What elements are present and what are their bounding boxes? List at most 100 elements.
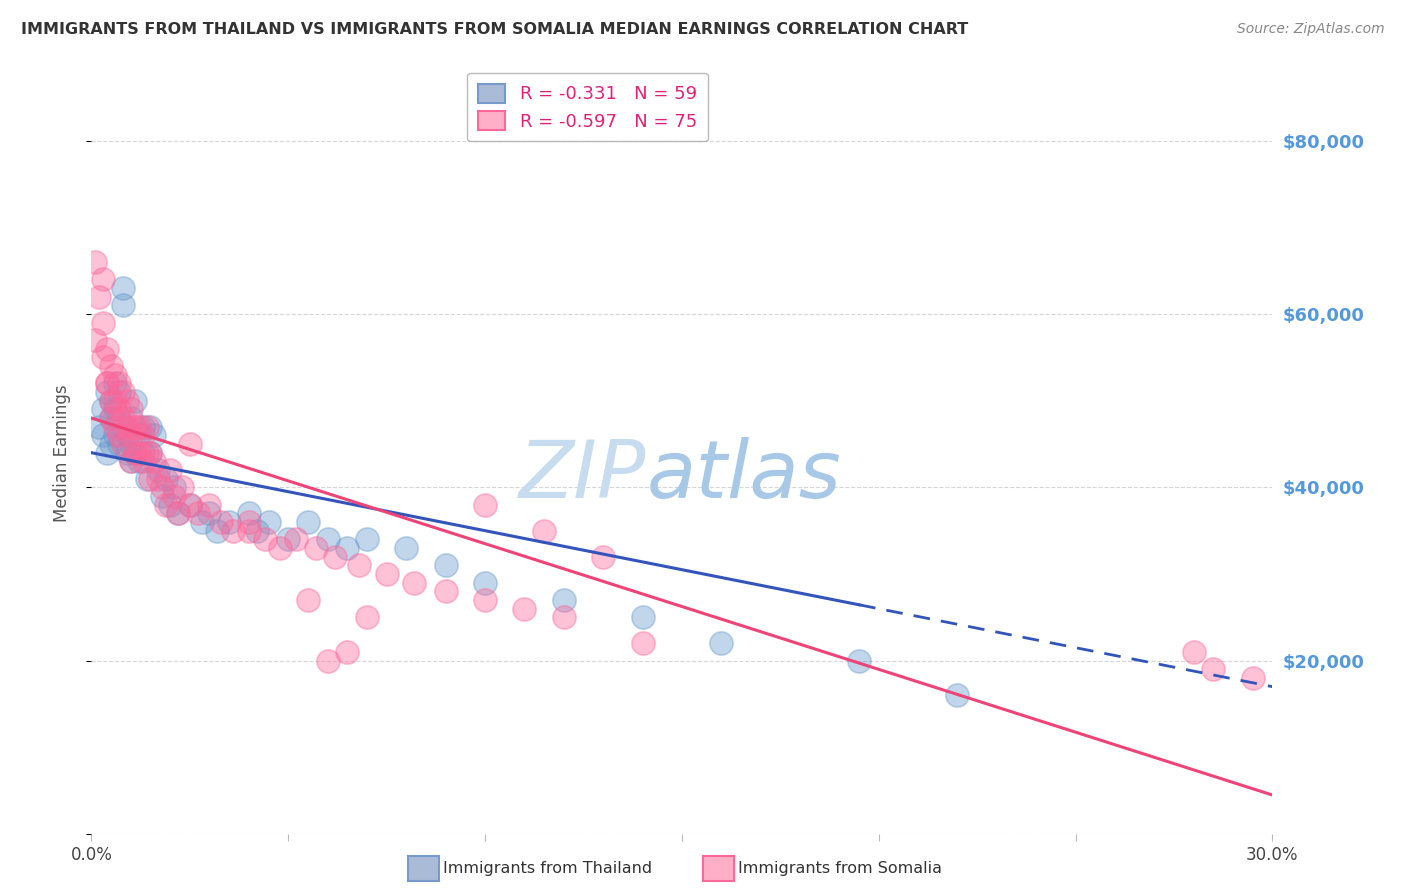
Point <box>91 351 114 365</box>
Point <box>120 454 142 468</box>
Point <box>108 376 131 391</box>
Point <box>148 472 170 486</box>
Point <box>124 445 146 460</box>
Point <box>395 541 418 555</box>
Point <box>179 437 201 451</box>
Point <box>148 463 170 477</box>
Point <box>128 445 150 460</box>
Point <box>434 558 457 573</box>
Point <box>104 393 127 408</box>
Point <box>89 419 111 434</box>
Point <box>513 601 536 615</box>
Point <box>404 575 426 590</box>
Point <box>946 689 969 703</box>
Point <box>209 515 232 529</box>
Point <box>111 411 134 425</box>
Point <box>131 454 153 468</box>
Point <box>434 584 457 599</box>
Point <box>100 411 122 425</box>
Point <box>159 463 181 477</box>
Point <box>84 255 107 269</box>
Text: atlas: atlas <box>647 436 841 515</box>
Point <box>143 428 166 442</box>
Point <box>336 645 359 659</box>
Point <box>474 593 496 607</box>
Point <box>120 402 142 417</box>
Point <box>474 498 496 512</box>
Point <box>179 498 201 512</box>
Point <box>100 359 122 373</box>
Point <box>108 402 131 417</box>
Point <box>316 533 339 547</box>
Point <box>143 454 166 468</box>
Point <box>115 445 138 460</box>
Point <box>150 489 173 503</box>
Point <box>222 524 245 538</box>
Point <box>533 524 555 538</box>
Point <box>135 472 157 486</box>
Point <box>91 272 114 286</box>
Point <box>297 593 319 607</box>
Point <box>336 541 359 555</box>
Point <box>167 507 190 521</box>
Point <box>187 507 209 521</box>
Point <box>257 515 280 529</box>
Point <box>96 376 118 391</box>
Point <box>111 437 134 451</box>
Point <box>120 454 142 468</box>
Point <box>108 411 131 425</box>
Point <box>325 549 347 564</box>
Point <box>100 437 122 451</box>
Point <box>253 533 276 547</box>
Point <box>108 384 131 399</box>
Point <box>285 533 308 547</box>
Point <box>115 419 138 434</box>
Point <box>179 498 201 512</box>
Point <box>375 567 398 582</box>
Point <box>104 368 127 382</box>
Point <box>218 515 240 529</box>
Point <box>84 333 107 347</box>
Point <box>356 610 378 624</box>
Point <box>100 393 122 408</box>
Point <box>139 445 162 460</box>
Point <box>120 411 142 425</box>
Point <box>120 437 142 451</box>
Point <box>631 636 654 650</box>
Point <box>128 454 150 468</box>
Point <box>111 419 134 434</box>
Point <box>238 507 260 521</box>
Y-axis label: Median Earnings: Median Earnings <box>52 384 70 522</box>
Point <box>100 411 122 425</box>
Point <box>108 437 131 451</box>
Point <box>135 419 157 434</box>
Point <box>111 298 134 312</box>
Point <box>1202 662 1225 676</box>
Point <box>631 610 654 624</box>
Point <box>553 593 575 607</box>
Point <box>316 654 339 668</box>
Point <box>155 498 177 512</box>
Point <box>848 654 870 668</box>
Point <box>198 498 221 512</box>
Point <box>108 428 131 442</box>
Point <box>356 533 378 547</box>
Legend: R = -0.331   N = 59, R = -0.597   N = 75: R = -0.331 N = 59, R = -0.597 N = 75 <box>467 73 707 142</box>
Text: IMMIGRANTS FROM THAILAND VS IMMIGRANTS FROM SOMALIA MEDIAN EARNINGS CORRELATION : IMMIGRANTS FROM THAILAND VS IMMIGRANTS F… <box>21 22 969 37</box>
Point <box>1182 645 1205 659</box>
Point <box>305 541 328 555</box>
Point <box>150 480 173 494</box>
Point <box>135 445 157 460</box>
Point <box>207 524 229 538</box>
Point <box>124 419 146 434</box>
Point <box>238 524 260 538</box>
Point <box>91 316 114 330</box>
Point <box>131 445 153 460</box>
Point <box>115 393 138 408</box>
Point <box>128 419 150 434</box>
Point <box>163 489 186 503</box>
Point <box>139 445 162 460</box>
Point <box>155 472 177 486</box>
Point <box>159 498 181 512</box>
Point <box>297 515 319 529</box>
